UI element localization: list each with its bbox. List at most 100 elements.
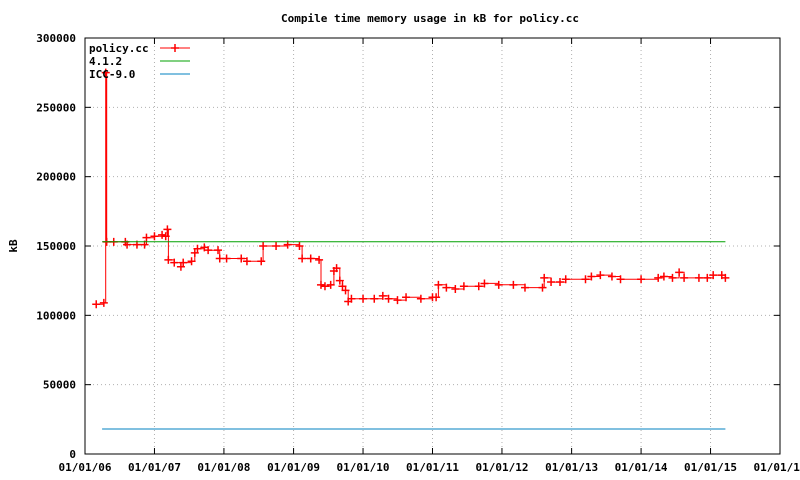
x-tick-label: 01/01/14	[615, 461, 668, 474]
x-tick-label: 01/01/08	[197, 461, 250, 474]
data-point-policy-cc	[540, 273, 549, 282]
x-tick-label: 01/01/16	[754, 461, 800, 474]
data-point-policy-cc	[298, 254, 307, 263]
y-tick-label: 250000	[36, 101, 76, 114]
data-point-policy-cc	[509, 280, 518, 289]
data-point-policy-cc	[306, 254, 315, 263]
x-tick-label: 01/01/13	[545, 461, 598, 474]
data-point-policy-cc	[703, 273, 712, 282]
series-lines	[92, 68, 730, 430]
data-point-policy-cc	[587, 272, 596, 281]
data-point-policy-cc	[99, 298, 108, 307]
data-point-policy-cc	[320, 282, 329, 291]
grid-lines	[85, 38, 780, 454]
data-point-policy-cc	[561, 275, 570, 284]
data-point-policy-cc	[295, 242, 304, 250]
data-point-policy-cc	[494, 280, 503, 289]
x-tick-label: 01/01/07	[128, 461, 181, 474]
data-point-policy-cc	[659, 272, 668, 281]
data-point-policy-cc	[416, 294, 425, 303]
data-point-policy-cc	[359, 294, 368, 303]
series-line-policy-cc	[96, 72, 726, 305]
data-point-policy-cc	[214, 246, 223, 255]
data-point-policy-cc	[474, 282, 483, 291]
y-tick-label: 300000	[36, 32, 76, 45]
data-point-policy-cc	[393, 296, 402, 305]
data-point-policy-cc	[150, 232, 159, 241]
chart-title: Compile time memory usage in kB for poli…	[281, 12, 579, 25]
data-point-policy-cc	[170, 258, 179, 267]
data-point-policy-cc	[101, 68, 110, 77]
data-point-policy-cc	[215, 254, 224, 263]
plot-frame	[84, 37, 781, 455]
legend-label-policy-cc: policy.cc	[89, 42, 149, 55]
y-axis-ticks: 0 50000 100000 150000 200000 250000 300000	[36, 32, 780, 461]
data-point-policy-cc	[370, 294, 379, 303]
data-point-policy-cc	[92, 300, 101, 309]
data-point-policy-cc	[163, 225, 172, 234]
data-point-policy-cc	[451, 284, 460, 293]
data-point-policy-cc	[242, 257, 251, 266]
y-tick-label: 0	[69, 448, 76, 461]
data-point-policy-cc	[680, 273, 689, 282]
data-point-policy-cc	[347, 294, 356, 303]
data-point-policy-cc	[694, 273, 703, 282]
data-point-policy-cc	[158, 230, 167, 239]
data-point-policy-cc	[272, 242, 281, 250]
x-tick-label: 01/01/15	[684, 461, 737, 474]
data-point-policy-cc	[176, 262, 185, 271]
data-point-policy-cc	[480, 279, 489, 288]
data-point-policy-cc	[721, 273, 730, 282]
data-point-policy-cc	[581, 275, 590, 284]
data-point-policy-cc	[434, 280, 443, 289]
data-point-policy-cc	[654, 273, 663, 282]
data-point-policy-cc	[607, 272, 616, 281]
x-axis-ticks: 01/01/06 01/01/07 01/01/08 01/01/09 01/01/10…	[59, 38, 800, 474]
data-point-policy-cc	[237, 254, 246, 263]
data-point-policy-cc	[402, 293, 411, 302]
data-point-policy-cc	[161, 232, 170, 241]
data-point-policy-cc	[316, 280, 325, 289]
data-point-policy-cc	[556, 278, 565, 287]
x-tick-label: 01/01/12	[475, 461, 528, 474]
series-policy-cc	[92, 68, 730, 309]
data-point-policy-cc	[520, 283, 529, 292]
x-tick-label: 01/01/09	[267, 461, 320, 474]
y-tick-label: 200000	[36, 171, 76, 184]
data-point-policy-cc	[204, 246, 213, 255]
data-point-policy-cc	[547, 278, 556, 287]
x-tick-label: 01/01/11	[406, 461, 459, 474]
legend-label-icc-9-0: ICC-9.0	[89, 68, 135, 81]
data-point-policy-cc	[257, 257, 266, 266]
x-tick-label: 01/01/10	[337, 461, 390, 474]
data-point-policy-cc	[187, 257, 196, 266]
data-point-policy-cc	[616, 275, 625, 284]
data-point-policy-cc	[459, 282, 468, 291]
data-point-policy-cc	[384, 294, 393, 303]
data-point-policy-cc	[596, 271, 605, 280]
data-point-policy-cc	[190, 248, 199, 257]
data-point-policy-cc	[675, 268, 684, 277]
y-tick-label: 150000	[36, 240, 76, 253]
data-point-policy-cc	[341, 286, 350, 295]
y-axis-label: kB	[7, 239, 20, 253]
data-point-policy-cc	[432, 293, 441, 302]
data-point-policy-cc	[164, 255, 173, 264]
data-point-policy-cc	[637, 275, 646, 284]
data-point-policy-cc	[259, 242, 268, 250]
y-tick-label: 100000	[36, 309, 76, 322]
data-point-policy-cc	[378, 291, 387, 300]
legend-label-4-1-2: 4.1.2	[89, 55, 122, 68]
x-tick-label: 01/01/06	[59, 461, 112, 474]
data-point-policy-cc	[538, 283, 547, 292]
data-point-policy-cc	[326, 280, 335, 289]
data-point-policy-cc	[222, 254, 231, 263]
data-point-policy-cc	[335, 276, 344, 285]
data-point-policy-cc	[668, 273, 677, 282]
data-point-policy-cc	[142, 233, 151, 242]
data-point-policy-cc	[338, 282, 347, 291]
data-point-policy-cc	[442, 283, 451, 292]
data-point-policy-cc	[193, 244, 202, 253]
